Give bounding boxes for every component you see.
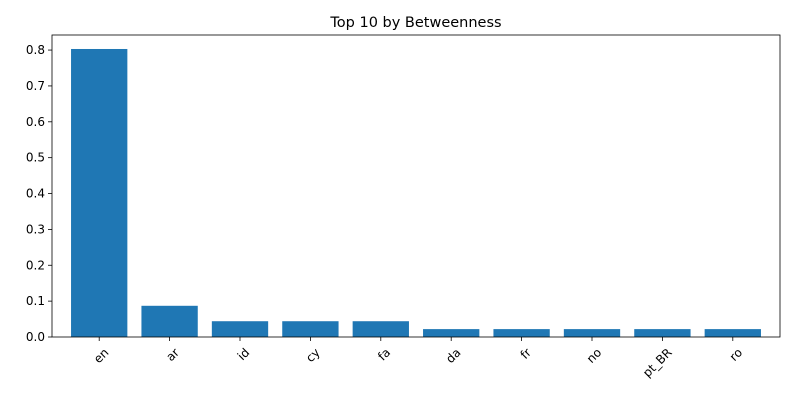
y-tick-label: 0.1 (26, 294, 45, 308)
bar-ar (141, 305, 198, 337)
bar-fa (352, 321, 409, 337)
y-tick-label: 0.8 (26, 43, 45, 57)
y-axis: 0.0 0.1 0.2 0.3 0.4 0.5 0.6 0.7 0.8 (26, 43, 52, 344)
x-tick-label: fr (518, 345, 534, 361)
bar-fr (493, 329, 550, 337)
bar-no (563, 329, 621, 337)
x-axis: en ar id cy fa da fr no pt_BR ro (91, 337, 745, 380)
x-tick-label: no (584, 345, 604, 365)
y-tick-label: 0.6 (26, 115, 45, 129)
x-tick-label: ro (727, 345, 745, 363)
bar-en (71, 48, 128, 337)
y-tick-label: 0.3 (26, 222, 45, 236)
plot-frame (51, 34, 781, 338)
y-tick-label: 0.4 (26, 187, 45, 201)
x-tick-label: da (443, 345, 463, 365)
x-tick-label: cy (303, 345, 323, 365)
x-tick-label: en (91, 345, 112, 366)
bar-cy (282, 321, 339, 337)
bar-pt_BR (634, 329, 691, 337)
y-tick-label: 0.0 (26, 330, 45, 344)
bar-ro (704, 329, 761, 337)
chart-title: Top 10 by Betweenness (329, 15, 501, 31)
y-tick-label: 0.2 (26, 258, 45, 272)
x-tick-label: ar (163, 345, 182, 364)
bar-da (423, 329, 480, 337)
x-tick-label: fa (375, 345, 393, 363)
x-tick-label: id (235, 345, 253, 363)
y-tick-label: 0.5 (26, 151, 45, 165)
x-tick-label: pt_BR (640, 345, 675, 380)
bar-id (211, 321, 269, 337)
y-tick-label: 0.7 (26, 79, 45, 93)
bars (71, 48, 761, 337)
